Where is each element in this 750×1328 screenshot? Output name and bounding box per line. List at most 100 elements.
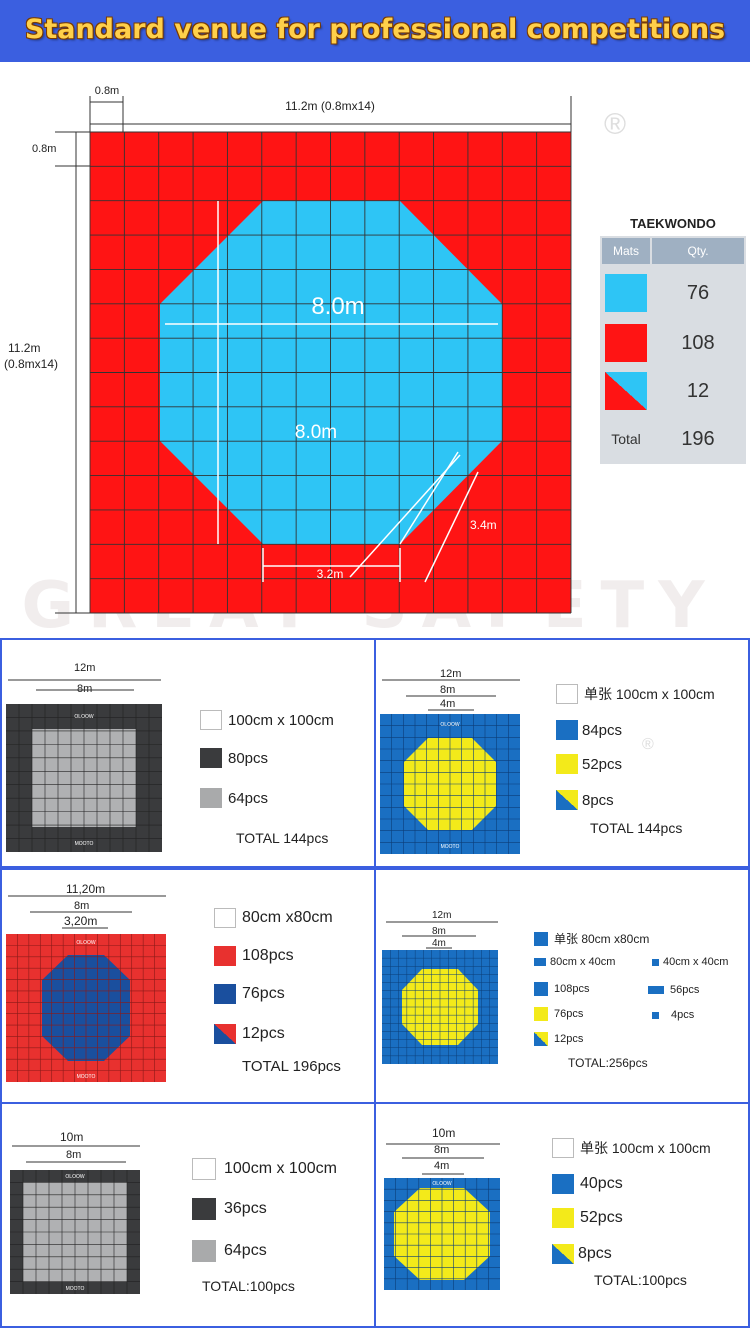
swatch-blue (556, 720, 578, 740)
legend-row-split: 12pcs (534, 1032, 583, 1046)
inner-dimension-lines (165, 201, 498, 583)
legend-label: 8pcs (582, 791, 614, 809)
legend-row-red: 108pcs (214, 946, 294, 966)
mat-diagram: OLOOW MOOTO (6, 704, 162, 852)
panel-total: TOTAL 196pcs (242, 1058, 341, 1075)
legend-label: 108pcs (242, 947, 294, 964)
mat-diagram (382, 950, 498, 1064)
swatch-split (214, 1024, 236, 1044)
legend-label: 100cm x 100cm (224, 1160, 337, 1177)
legend-label: 单张 80cm x80cm (554, 932, 650, 946)
dim-outer: 12m (74, 662, 96, 674)
legend-label: 40cm x 40cm (663, 956, 729, 968)
mat-diagram: OLOOW MOOTO (10, 1170, 140, 1294)
dim-inner: 8m (77, 683, 93, 695)
swatch-quarter (652, 958, 659, 966)
mat-diagram: OLOOW (384, 1178, 500, 1290)
dim-outer: 12m (432, 910, 452, 921)
dim-top-total: 11.2m (0.8mx14) (285, 99, 375, 113)
legend-row-size: 100cm x 100cm (192, 1158, 337, 1180)
swatch-white (214, 908, 236, 928)
legend-row-blue: 108pcs (534, 982, 589, 996)
mat-brand-label: OLOOW (432, 1181, 451, 1187)
taekwondo-table: Mats Qty. 76 108 12 Total 196 (600, 236, 746, 464)
qty-blue: 76 (686, 282, 710, 304)
swatch-red-mat (605, 324, 647, 362)
dim-lines (386, 921, 498, 949)
table-header-qty: Qty. (652, 238, 744, 264)
legend-label: 100cm x 100cm (228, 711, 334, 729)
swatch-white (192, 1158, 216, 1180)
mat-brand-label: MOOTO (441, 844, 460, 850)
legend-row-yellow: 76pcs (534, 1007, 583, 1021)
main-diagram-svg: GREAT SAFETY 0.8m (4, 85, 705, 638)
mat-brand-label: MOOTO (66, 1286, 85, 1292)
panel-blue-yellow-10m: 10m 8m 4m OLOOW 单张 100cm x 100cm 40pcs 5… (374, 1102, 750, 1328)
mat-brand-label: OLOOW (76, 940, 95, 946)
legend-row-size: 100cm x 100cm (200, 710, 334, 730)
panel-total: TOTAL:100pcs (594, 1272, 687, 1288)
legend-row-size: 单张 80cm x80cm (534, 930, 649, 947)
page-title: Standard venue for professional competit… (24, 14, 726, 45)
panel-total: TOTAL:256pcs (568, 1056, 648, 1070)
dim-inner: 4m (434, 1160, 450, 1172)
legend-row-dark: 80pcs (200, 748, 268, 768)
mat-brand-label: MOOTO (75, 841, 94, 847)
legend-row-blue: 40pcs (552, 1174, 623, 1194)
swatch-blue (214, 984, 236, 1004)
legend-row-split: 8pcs (556, 790, 614, 810)
legend-label: 单张 100cm x 100cm (580, 1140, 711, 1156)
legend-row-gray: 64pcs (200, 788, 268, 808)
dim-outer: 12m (440, 668, 462, 680)
legend-label: 52pcs (580, 1209, 623, 1226)
dim-inner-vertical: 8.0m (295, 422, 337, 443)
mat-brand-label: OLOOW (440, 722, 459, 728)
panel-total: TOTAL 144pcs (590, 820, 683, 836)
legend-label: 108pcs (554, 983, 590, 995)
swatch-blue (552, 1174, 574, 1194)
legend-label: 56pcs (670, 984, 700, 996)
dim-lines (12, 1145, 140, 1163)
mat-grid (89, 131, 572, 614)
legend-row-size: 单张 100cm x 100cm (552, 1138, 711, 1158)
swatch-quarter (652, 1011, 659, 1019)
legend-label: 64pcs (224, 1242, 267, 1259)
dim-lines (8, 895, 166, 929)
dim-mid: 8m (74, 900, 90, 912)
dim-outer: 11,20m (66, 882, 106, 896)
dim-bottom: 3.2m (317, 567, 344, 581)
dim-inner: 3,20m (64, 914, 98, 928)
legend-label: 80pcs (228, 749, 269, 767)
registered-mark: ® (642, 736, 654, 753)
legend-row-quarter-count: 4pcs (652, 1009, 694, 1021)
legend-row-half-count: 56pcs (648, 984, 699, 996)
dim-mid: 8m (432, 926, 446, 937)
dim-lines (382, 679, 520, 711)
mat-diagram: OLOOW MOOTO (6, 934, 166, 1082)
panel-blue-yellow-12m: 12m 8m 4m OLOOW MOOTO 单张 100cm x 100cm 8… (374, 638, 750, 868)
dim-outer: 10m (432, 1126, 456, 1140)
swatch-blue-mat (605, 274, 647, 312)
panel-red-blue-11m: 11,20m 8m 3,20m OLOOW MOOTO 80cm x80cm 1… (0, 868, 376, 1104)
legend-label: 76pcs (554, 1008, 584, 1020)
header-bar: Standard venue for professional competit… (0, 0, 750, 62)
table-header-mats: Mats (602, 238, 650, 264)
dim-left-total-detail: (0.8mx14) (4, 357, 58, 371)
qty-red: 108 (681, 332, 715, 354)
legend-row-split: 8pcs (552, 1244, 612, 1264)
swatch-gray (200, 788, 222, 808)
swatch-gray (192, 1240, 216, 1262)
qty-total: 196 (681, 428, 715, 450)
dim-left-small: 0.8m (32, 143, 56, 155)
swatch-blue (534, 931, 548, 946)
legend-row-yellow: 52pcs (556, 754, 622, 774)
swatch-dark (192, 1198, 216, 1220)
panel-gray-10m: 10m 8m OLOOW MOOTO 100cm x 100cm 36pcs 6… (0, 1102, 376, 1328)
mat-brand-label: OLOOW (65, 1174, 84, 1180)
legend-label: 80cm x 40cm (550, 956, 616, 968)
legend-label: 12pcs (554, 1033, 584, 1045)
mat-diagram: OLOOW MOOTO (380, 714, 520, 854)
swatch-white (200, 710, 222, 730)
legend-row-gray: 64pcs (192, 1240, 267, 1262)
legend-label: 84pcs (582, 721, 623, 739)
